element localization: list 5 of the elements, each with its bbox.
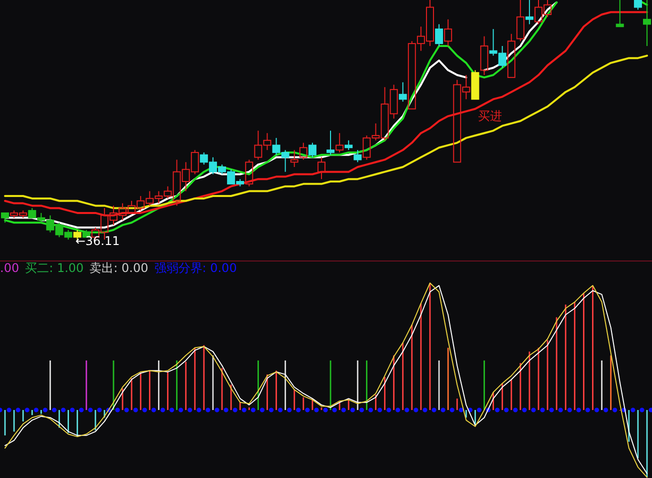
annotation: ←36.11 — [75, 234, 120, 248]
annotation: 买进 — [478, 109, 502, 123]
annotation: .00 — [0, 261, 20, 275]
annotation: 卖出: 0.00 — [90, 261, 148, 275]
annotation: 买二: 1.00 — [25, 261, 84, 275]
